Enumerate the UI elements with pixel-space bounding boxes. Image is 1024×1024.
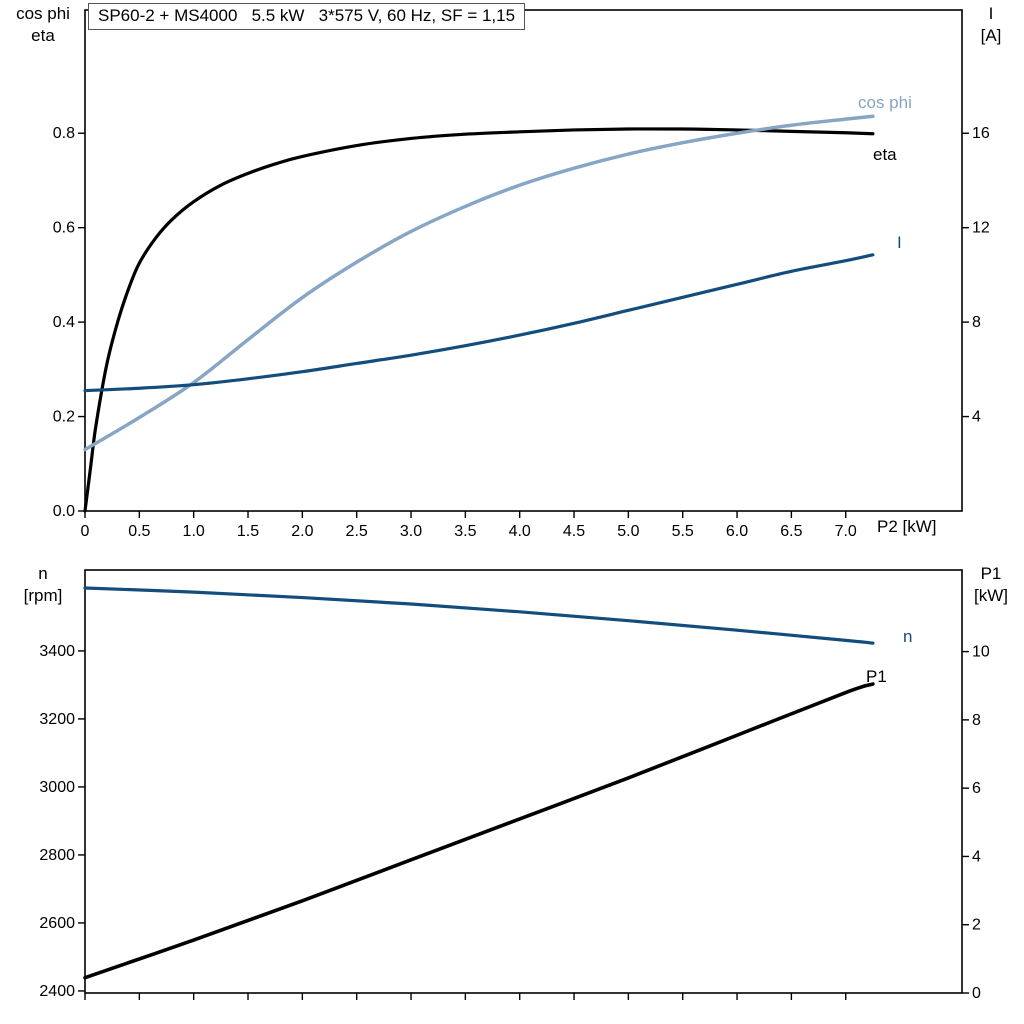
x-tick-label: 6.5 [780,523,802,540]
y-tick-label-right: 10 [972,644,990,661]
left-axis-title-top-line1: cos phi [16,4,70,23]
x-tick-label: 4.0 [509,523,531,540]
curve-label-n: n [903,627,912,646]
x-tick-label: 7.0 [835,523,857,540]
x-tick-label: 0.5 [128,523,150,540]
x-tick-label: 5.0 [617,523,639,540]
x-tick-label: 2.0 [291,523,313,540]
chart-1: 2400 2600 2800 3000 3200 3400 0 2 4 6 8 10 n P1 [39,569,990,1002]
y-tick-label-left: 0.4 [53,314,75,331]
right-axis-title-top-line1: I [988,4,994,23]
left-axis-title-top: cos phi eta [6,3,80,47]
y-tick-label-right: 4 [972,409,981,426]
x-tick-label: 3.0 [400,523,422,540]
x-tick-label: 1.0 [183,523,205,540]
left-axis-title-bottom: n [rpm] [6,563,80,607]
y-tick-label-left: 0.0 [53,503,75,520]
left-axis-title-bottom-line2: [rpm] [23,586,63,605]
series-P1 [83,682,875,980]
curve-label-eta: eta [873,145,897,164]
y-tick-label-left: 2400 [39,983,75,1000]
y-tick-label-left: 2800 [39,847,75,864]
right-axis-title-bottom: P1 [kW] [962,563,1020,607]
y-tick-label-left: 0.8 [53,125,75,142]
x-tick-label: 1.5 [237,523,259,540]
y-tick-label-right: 16 [972,125,990,142]
series-cos-phi [83,114,875,452]
right-axis-title-top: I [A] [964,3,1018,47]
y-tick-label-left: 3000 [39,779,75,796]
y-tick-label-left: 3200 [39,711,75,728]
x-axis-title-top: P2 [kW] [877,517,937,536]
y-tick-label-left: 0.6 [53,220,75,237]
curve-label-cos-phi: cos phi [858,93,912,112]
y-tick-label-right: 4 [972,848,981,865]
series-eta [83,127,875,513]
x-tick-label: 0 [81,523,90,540]
curve-label-P1: P1 [866,667,887,686]
y-tick-label-left: 2600 [39,915,75,932]
left-axis-title-bottom-line1: n [38,564,48,583]
chart-0: 0 0.5 1.0 1.5 2.0 2.5 3.0 3.5 4.0 4.5 5.0 5.5 6.0 6.5… [53,9,990,540]
y-tick-label-right: 8 [972,712,981,729]
x-tick-label: 4.5 [563,523,585,540]
plot-frame [84,9,963,512]
y-tick-label-right: 8 [972,314,981,331]
series-n [83,586,875,645]
x-tick-label: 2.5 [346,523,368,540]
x-tick-label: 5.5 [672,523,694,540]
y-tick-label-right: 12 [972,220,990,237]
y-tick-label-right: 6 [972,780,981,797]
x-tick-label: 3.5 [454,523,476,540]
right-axis-title-top-line2: [A] [980,26,1002,45]
left-axis-title-top-line2: eta [31,26,55,45]
plot-frame [84,569,963,994]
y-tick-label-left: 0.2 [53,409,75,426]
chart-title-box: SP60-2 + MS4000 5.5 kW 3*575 V, 60 Hz, S… [88,3,526,30]
right-axis-title-bottom-line1: P1 [980,564,1002,583]
x-tick-label: 6.0 [726,523,748,540]
right-axis-title-bottom-line2: [kW] [974,586,1008,605]
series-I [83,253,875,393]
curve-label-I: I [897,233,902,252]
y-tick-label-right: 2 [972,917,981,934]
y-tick-label-left: 3400 [39,643,75,660]
y-tick-label-right: 0 [972,985,981,1002]
